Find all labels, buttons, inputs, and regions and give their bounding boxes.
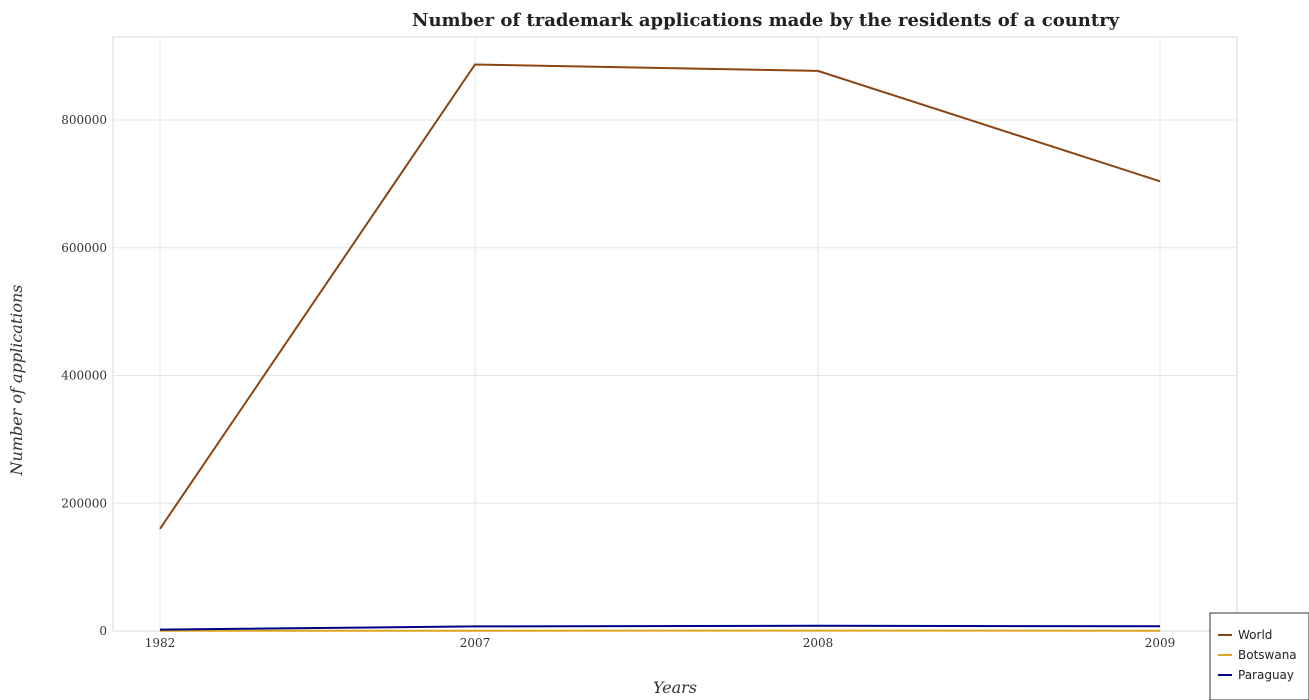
- grid: [113, 37, 1237, 632]
- legend-box: [1209, 612, 1309, 700]
- y-tick-label: 600000: [61, 241, 107, 255]
- legend: World Botswana Paraguay: [1209, 612, 1309, 700]
- x-tick-label: 2007: [460, 636, 491, 650]
- series-line-paraguay: [159, 624, 1161, 631]
- legend-label: Botswana: [1238, 648, 1297, 662]
- y-axis-label: Number of applications: [7, 284, 26, 476]
- x-tick-label: 2009: [1145, 636, 1176, 650]
- chart-title: Number of trademark applications made by…: [412, 10, 1120, 31]
- plot-frame: [112, 36, 1238, 632]
- legend-label: Paraguay: [1238, 668, 1294, 682]
- x-tick-label: 2008: [803, 636, 834, 650]
- x-axis-label: Years: [653, 678, 697, 697]
- legend-label: World: [1238, 628, 1272, 642]
- y-tick-label: 800000: [61, 113, 107, 127]
- y-tick-label: 400000: [61, 369, 107, 383]
- y-tick-label: 0: [99, 624, 107, 638]
- series: [159, 63, 1161, 632]
- series-line-world: [159, 63, 1161, 530]
- x-tick-label: 1982: [145, 636, 176, 650]
- y-tick-label: 200000: [61, 496, 107, 510]
- axes: 0 200000 400000 600000 800000 1982 2007 2008 200…: [61, 36, 1238, 650]
